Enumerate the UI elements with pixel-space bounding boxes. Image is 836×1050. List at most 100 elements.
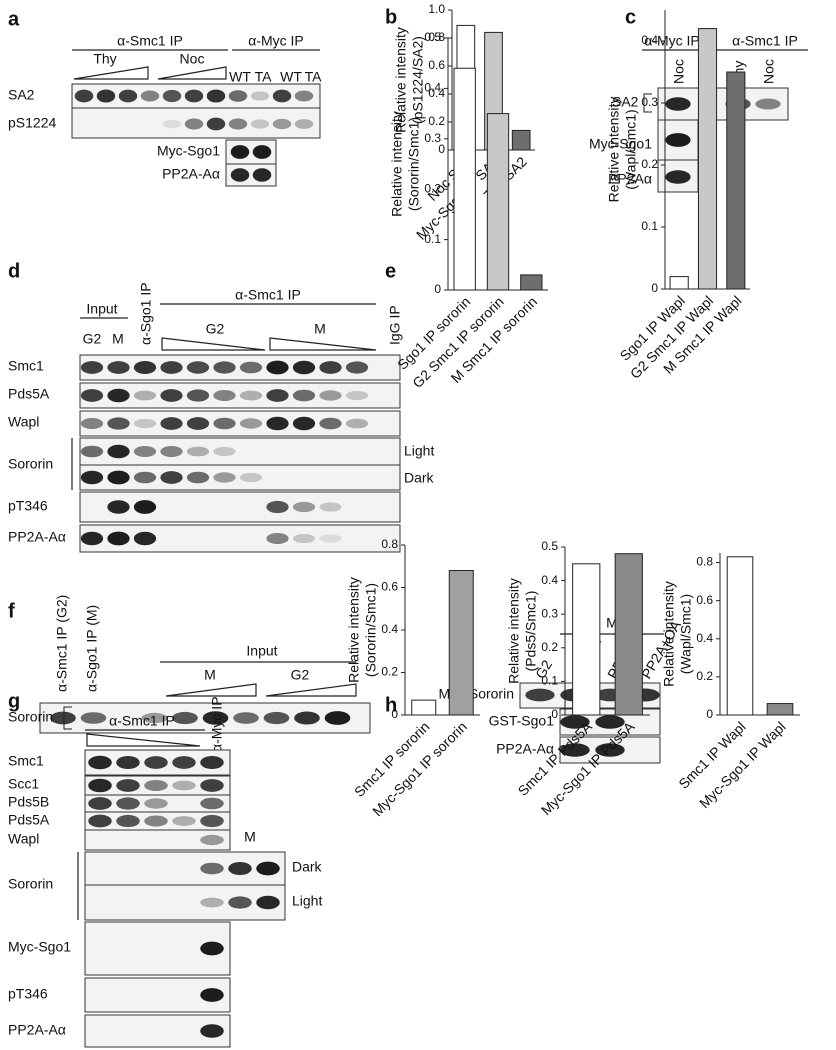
band <box>96 89 116 103</box>
wedge <box>265 683 357 697</box>
label: Wapl <box>8 414 39 430</box>
band <box>116 779 140 792</box>
band <box>144 780 168 791</box>
band <box>292 389 316 402</box>
band <box>200 941 224 956</box>
bar <box>766 703 794 716</box>
y-tick-label: 0.2 <box>381 665 398 679</box>
y-axis-label: (Wapl/Smc1) <box>678 594 694 674</box>
y-axis-label: (pS1224/SA2) <box>410 36 426 124</box>
band <box>525 688 555 702</box>
band <box>186 361 210 374</box>
label: α-Myc IP <box>644 33 700 49</box>
y-tick-label: 0.3 <box>541 606 558 620</box>
label: SA2 <box>612 94 639 110</box>
bar <box>453 67 476 291</box>
band <box>172 780 196 791</box>
band <box>133 418 157 429</box>
y-tick-label: 1.0 <box>428 2 445 16</box>
band <box>228 90 248 102</box>
band <box>184 118 204 130</box>
y-tick-label: 0.6 <box>381 580 398 594</box>
label: Sororin <box>8 876 53 892</box>
y-axis-label: Relative intensity <box>506 578 522 684</box>
label: M <box>204 667 216 683</box>
y-axis-label: (Pds5/Smc1) <box>523 591 539 672</box>
bar <box>726 556 754 716</box>
y-tick-label: 0 <box>551 707 558 721</box>
band <box>266 533 289 544</box>
band <box>133 500 157 514</box>
label: Myc-Sgo1 <box>589 136 652 152</box>
band <box>144 798 168 809</box>
label: Smc1 <box>8 753 44 769</box>
blot <box>79 437 401 466</box>
x-tick-label: Smc1 IP Wapl <box>675 718 748 791</box>
y-tick-label: 0.2 <box>541 640 558 654</box>
blot <box>79 410 401 437</box>
band <box>80 361 104 374</box>
label: GST-Sgo1 <box>489 713 555 729</box>
label: G2 <box>291 667 310 683</box>
band <box>213 417 236 430</box>
wedge <box>86 733 201 747</box>
band <box>186 446 210 457</box>
band <box>595 743 625 757</box>
band <box>200 1024 224 1038</box>
label: SA2 <box>8 87 35 103</box>
band <box>133 390 157 401</box>
band <box>345 418 369 429</box>
label: Light <box>404 443 434 459</box>
y-tick-label: 0 <box>706 707 713 721</box>
band <box>200 779 224 792</box>
y-tick-label: 0.5 <box>541 539 558 553</box>
band <box>294 90 314 102</box>
band <box>116 755 140 770</box>
band <box>80 445 104 458</box>
label: pT346 <box>8 498 48 514</box>
band <box>272 118 292 130</box>
label: Noc <box>671 59 687 84</box>
label: pS1224 <box>8 115 56 131</box>
label: Sororin <box>8 709 53 725</box>
y-tick-label: 0.1 <box>641 219 658 233</box>
band <box>107 531 130 546</box>
band <box>74 89 94 103</box>
band <box>80 712 107 724</box>
band <box>595 715 625 729</box>
label: α-Smc1 IP <box>117 33 183 49</box>
label: α-Smc1 IP <box>732 33 798 49</box>
y-tick-label: 0.3 <box>424 131 441 145</box>
label: Noc <box>180 51 205 67</box>
band <box>200 834 224 846</box>
band <box>144 756 168 769</box>
band <box>162 119 182 129</box>
band <box>80 418 104 429</box>
band <box>319 417 342 430</box>
band <box>107 444 130 459</box>
y-tick-label: 0 <box>438 142 445 156</box>
band <box>186 471 210 484</box>
band <box>160 361 183 374</box>
band <box>560 715 590 729</box>
band <box>665 133 691 147</box>
band <box>292 416 316 431</box>
bar <box>697 28 718 290</box>
band <box>160 389 183 402</box>
label: PP2A-Aα <box>8 1022 66 1038</box>
panel-letter: e <box>385 260 396 282</box>
label: TA <box>305 69 323 85</box>
band <box>213 472 236 483</box>
band <box>206 117 226 131</box>
panel-letter: c <box>625 6 636 28</box>
label: Pds5A <box>8 812 50 828</box>
band <box>118 89 138 103</box>
y-tick-label: 0 <box>434 282 441 296</box>
band <box>80 470 104 485</box>
band <box>319 534 342 543</box>
y-tick-label: 0.1 <box>424 232 441 246</box>
bar <box>520 274 543 291</box>
band <box>200 988 224 1002</box>
panel-letter: f <box>8 600 15 622</box>
band <box>345 361 369 374</box>
